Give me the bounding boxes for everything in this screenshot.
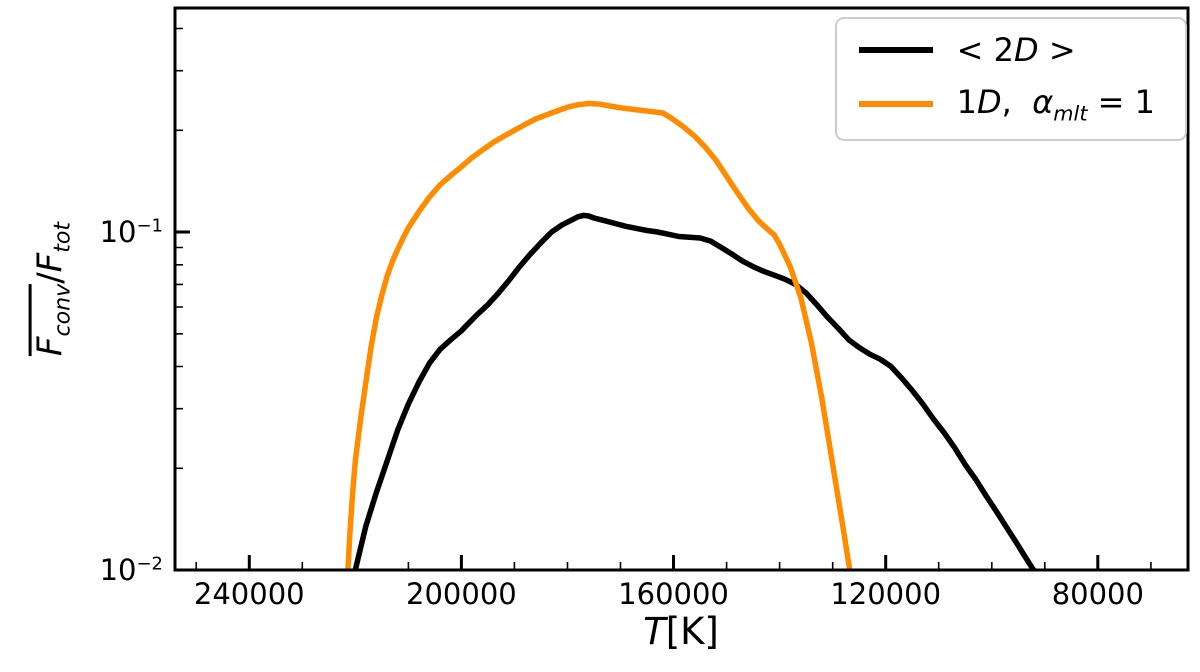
x-tick-label: 160000	[618, 577, 729, 611]
y-tick-label: 10−2	[99, 553, 163, 587]
y-label-numerator: Fconv	[28, 283, 76, 357]
y-tick-label: 10−1	[99, 215, 163, 249]
y-axis-label: Fconv/Ftot	[28, 221, 76, 357]
x-tick-label: 240000	[193, 577, 305, 611]
x-axis-label: T[K]	[643, 610, 719, 653]
legend-item-1d: 1D, αmlt = 1	[858, 83, 1155, 126]
series-line-1d	[345, 100, 853, 570]
legend: < 2D > 1D, αmlt = 1	[834, 17, 1187, 142]
legend-line-swatch-1d	[858, 101, 933, 108]
legend-label-2d: < 2D >	[956, 31, 1076, 69]
major-ticks	[175, 230, 1100, 572]
legend-line-swatch-2d	[858, 47, 933, 53]
minor-ticks	[175, 27, 1152, 570]
x-tick-label: 200000	[406, 577, 517, 611]
x-tick-label: 80000	[1051, 577, 1144, 611]
plot-frame	[173, 6, 1190, 572]
legend-item-2d: < 2D >	[858, 31, 1155, 69]
x-tick-label: 120000	[830, 577, 942, 611]
legend-label-1d: 1D, αmlt = 1	[956, 83, 1155, 126]
series-line-2d	[352, 212, 1037, 570]
